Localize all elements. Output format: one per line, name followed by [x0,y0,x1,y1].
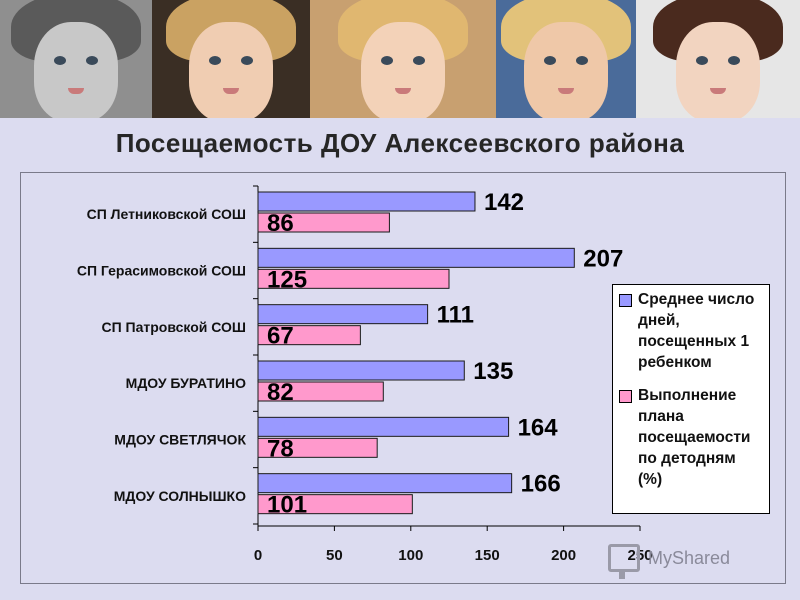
data-label-series-1: 111 [437,302,474,329]
eye-shape [241,56,253,65]
x-tick-label: 250 [627,547,652,564]
face-shape [524,22,608,118]
x-tick-label: 150 [475,547,500,564]
presentation-icon [608,544,640,579]
watermark: MyShared [608,540,778,579]
data-label-series-2: 67 [267,323,294,350]
x-tick-label: 50 [326,547,343,564]
bar-series-2 [257,437,378,458]
watermark-text: MyShared [648,547,731,568]
mouth-shape [68,88,84,94]
face-shape [676,22,760,118]
mouth-shape [558,88,574,94]
category-label: СП Герасимовской СОШ [77,263,246,279]
mouth-shape [710,88,726,94]
data-label-series-2: 78 [267,435,294,462]
eye-shape [696,56,708,65]
photo-child-4 [496,0,636,118]
data-label-series-1: 135 [473,358,513,385]
chart-legend: Среднее число дней, посещенных 1 ребенко… [612,284,770,514]
category-label: МДОУ БУРАТИНО [126,375,246,391]
photo-child-5 [636,0,800,118]
eye-shape [381,56,393,65]
legend-swatch-series-2 [619,390,632,403]
eye-shape [209,56,221,65]
bar-series-2 [257,325,361,346]
category-label: СП Летниковской СОШ [87,206,246,222]
x-tick-label: 100 [398,547,423,564]
eye-shape [86,56,98,65]
data-label-series-1: 207 [583,245,623,272]
bar-series-2 [257,268,450,289]
mouth-shape [395,88,411,94]
eye-shape [544,56,556,65]
category-label: МДОУ СВЕТЛЯЧОК [114,432,246,448]
page-title: Посещаемость ДОУ Алексеевского района [115,128,685,158]
photo-child-2 [152,0,310,118]
mouth-shape [223,88,239,94]
bar-series-1 [257,416,510,437]
legend-swatch-series-1 [619,294,632,307]
eye-shape [728,56,740,65]
eye-shape [413,56,425,65]
photo-child-3 [310,0,496,118]
face-shape [189,22,273,118]
photo-child-1 [0,0,152,118]
x-tick-label: 200 [551,547,576,564]
bar-series-2 [257,494,413,515]
eye-shape [576,56,588,65]
category-label: СП Патровской СОШ [101,319,246,335]
bar-series-2 [257,381,384,402]
category-label: МДОУ СОЛНЫШКО [114,488,246,504]
data-label-series-2: 125 [267,266,307,293]
bar-series-2 [257,212,390,233]
legend-label-series-2: Выполнение плана посещаемости по детодня… [638,387,751,488]
photo-strip [0,0,800,118]
legend-label-series-1: Среднее число дней, посещенных 1 ребенко… [638,291,755,371]
x-tick-label: 0 [254,547,262,564]
face-shape [361,22,445,118]
data-label-series-1: 164 [518,414,559,441]
bar-series-1 [257,304,429,325]
bar-series-1 [257,247,575,268]
bar-series-1 [257,191,476,212]
data-label-series-2: 86 [267,210,294,237]
data-label-series-2: 82 [267,379,294,406]
legend-item-series-2: Выполнение плана посещаемости по детодня… [619,385,763,490]
bar-series-1 [257,473,513,494]
bar-series-1 [257,360,465,381]
eye-shape [54,56,66,65]
data-label-series-2: 101 [267,492,307,519]
legend-item-series-1: Среднее число дней, посещенных 1 ребенко… [619,289,763,373]
data-label-series-1: 142 [484,189,524,216]
data-label-series-1: 166 [521,471,561,498]
face-shape [34,22,118,118]
